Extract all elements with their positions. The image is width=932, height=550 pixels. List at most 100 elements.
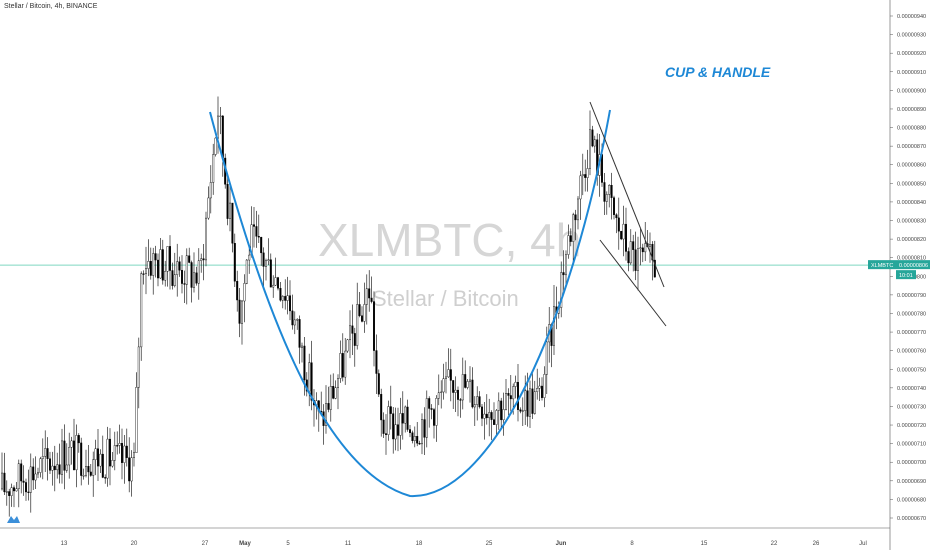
candle-body — [500, 400, 503, 421]
candle-body — [262, 252, 265, 267]
candle-body — [329, 386, 332, 410]
candle-body — [490, 412, 493, 420]
candle-body — [164, 270, 167, 281]
candle-body — [101, 453, 104, 478]
candle-body — [349, 325, 352, 341]
candle-body — [27, 491, 30, 493]
candle-body — [132, 452, 135, 458]
candle-body — [404, 406, 407, 424]
time-tick-label: 11 — [345, 541, 352, 547]
candle-body — [601, 154, 604, 183]
candle-body — [327, 403, 330, 410]
candle-body — [399, 413, 402, 436]
candle-body — [553, 306, 556, 346]
candle-body — [356, 304, 359, 346]
candle-body — [341, 353, 344, 378]
candle-body — [265, 260, 268, 267]
candle-body — [526, 390, 529, 417]
candle-body — [617, 217, 620, 232]
candle-body — [279, 288, 282, 301]
candle-body — [171, 270, 174, 286]
candle-body — [301, 345, 304, 348]
candle-body — [173, 274, 176, 286]
candle-body — [416, 436, 419, 444]
candle-body — [77, 435, 80, 444]
price-tick-label: 0.00000670 — [897, 516, 926, 522]
candle-body — [63, 440, 66, 471]
candle-body — [620, 231, 623, 240]
candle-body — [84, 466, 87, 476]
candle-body — [32, 466, 35, 481]
candle-body — [22, 480, 25, 483]
candle-body — [512, 386, 515, 400]
candle-body — [197, 260, 200, 284]
time-tick-label: 27 — [202, 541, 209, 547]
candle-body — [608, 184, 611, 195]
candle-body — [644, 243, 647, 253]
candle-body — [56, 464, 59, 471]
candle-body — [303, 345, 306, 381]
candle-body — [168, 246, 171, 271]
candle-body — [409, 429, 412, 433]
price-tick-label: 0.00000820 — [897, 237, 926, 243]
candle-body — [586, 168, 589, 178]
candle-body — [368, 288, 371, 299]
candle-body — [440, 391, 443, 393]
candle-body — [622, 223, 625, 240]
candle-body — [207, 197, 210, 219]
candle-body — [353, 333, 356, 346]
candle-body — [49, 458, 52, 471]
candle-body — [195, 272, 198, 284]
candle-body — [308, 362, 311, 392]
candle-body — [216, 115, 219, 139]
candle-body — [298, 319, 301, 348]
candle-body — [200, 258, 203, 261]
candle-body — [397, 424, 400, 436]
candle-body — [629, 241, 632, 264]
candle-body — [651, 244, 654, 261]
candle-body — [373, 301, 376, 351]
candle-body — [272, 284, 275, 288]
candle-body — [567, 235, 570, 255]
candle-body — [423, 419, 426, 438]
candle-body — [497, 400, 500, 411]
candle-body — [536, 388, 539, 392]
candle-body — [183, 283, 186, 285]
candle-body — [406, 406, 409, 430]
candle-body — [392, 413, 395, 440]
cup-handle-label: CUP & HANDLE — [665, 64, 771, 80]
candle-body — [147, 261, 150, 269]
price-tag-value-bg — [896, 260, 930, 270]
candle-body — [17, 463, 20, 489]
candle-body — [519, 409, 522, 412]
price-tick-label: 0.00000900 — [897, 88, 926, 94]
price-axis[interactable]: 0.00000940 0.00000930 0.00000920 0.00000910… — [889, 0, 926, 550]
candle-body — [413, 436, 416, 441]
price-tick-label: 0.00000770 — [897, 330, 926, 336]
price-tag-symbol: XLMBTC — [871, 263, 893, 269]
candle-body — [524, 390, 527, 411]
candle-body — [188, 255, 191, 263]
candle-body — [478, 396, 481, 408]
candle-body — [457, 389, 460, 400]
time-axis[interactable]: 13 20 27 May 5 11 18 25 Jun 8 15 22 26 Jul — [0, 527, 890, 547]
candle-body — [277, 277, 280, 289]
candle-body — [382, 419, 385, 434]
candle-body — [538, 385, 541, 389]
candle-body — [125, 445, 128, 458]
candle-body — [106, 438, 109, 479]
candle-body — [296, 319, 299, 321]
candle-body — [584, 174, 587, 178]
candle-body — [257, 236, 260, 238]
handle-lower-line — [599, 239, 667, 327]
candle-body — [428, 398, 431, 409]
candle-body — [447, 369, 450, 378]
candle-body — [238, 299, 241, 324]
candle-body — [545, 341, 548, 375]
candle-body — [562, 272, 565, 276]
candle-body — [248, 254, 251, 261]
candle-body — [541, 385, 544, 398]
candle-body — [339, 353, 342, 379]
candle-body — [25, 482, 28, 493]
